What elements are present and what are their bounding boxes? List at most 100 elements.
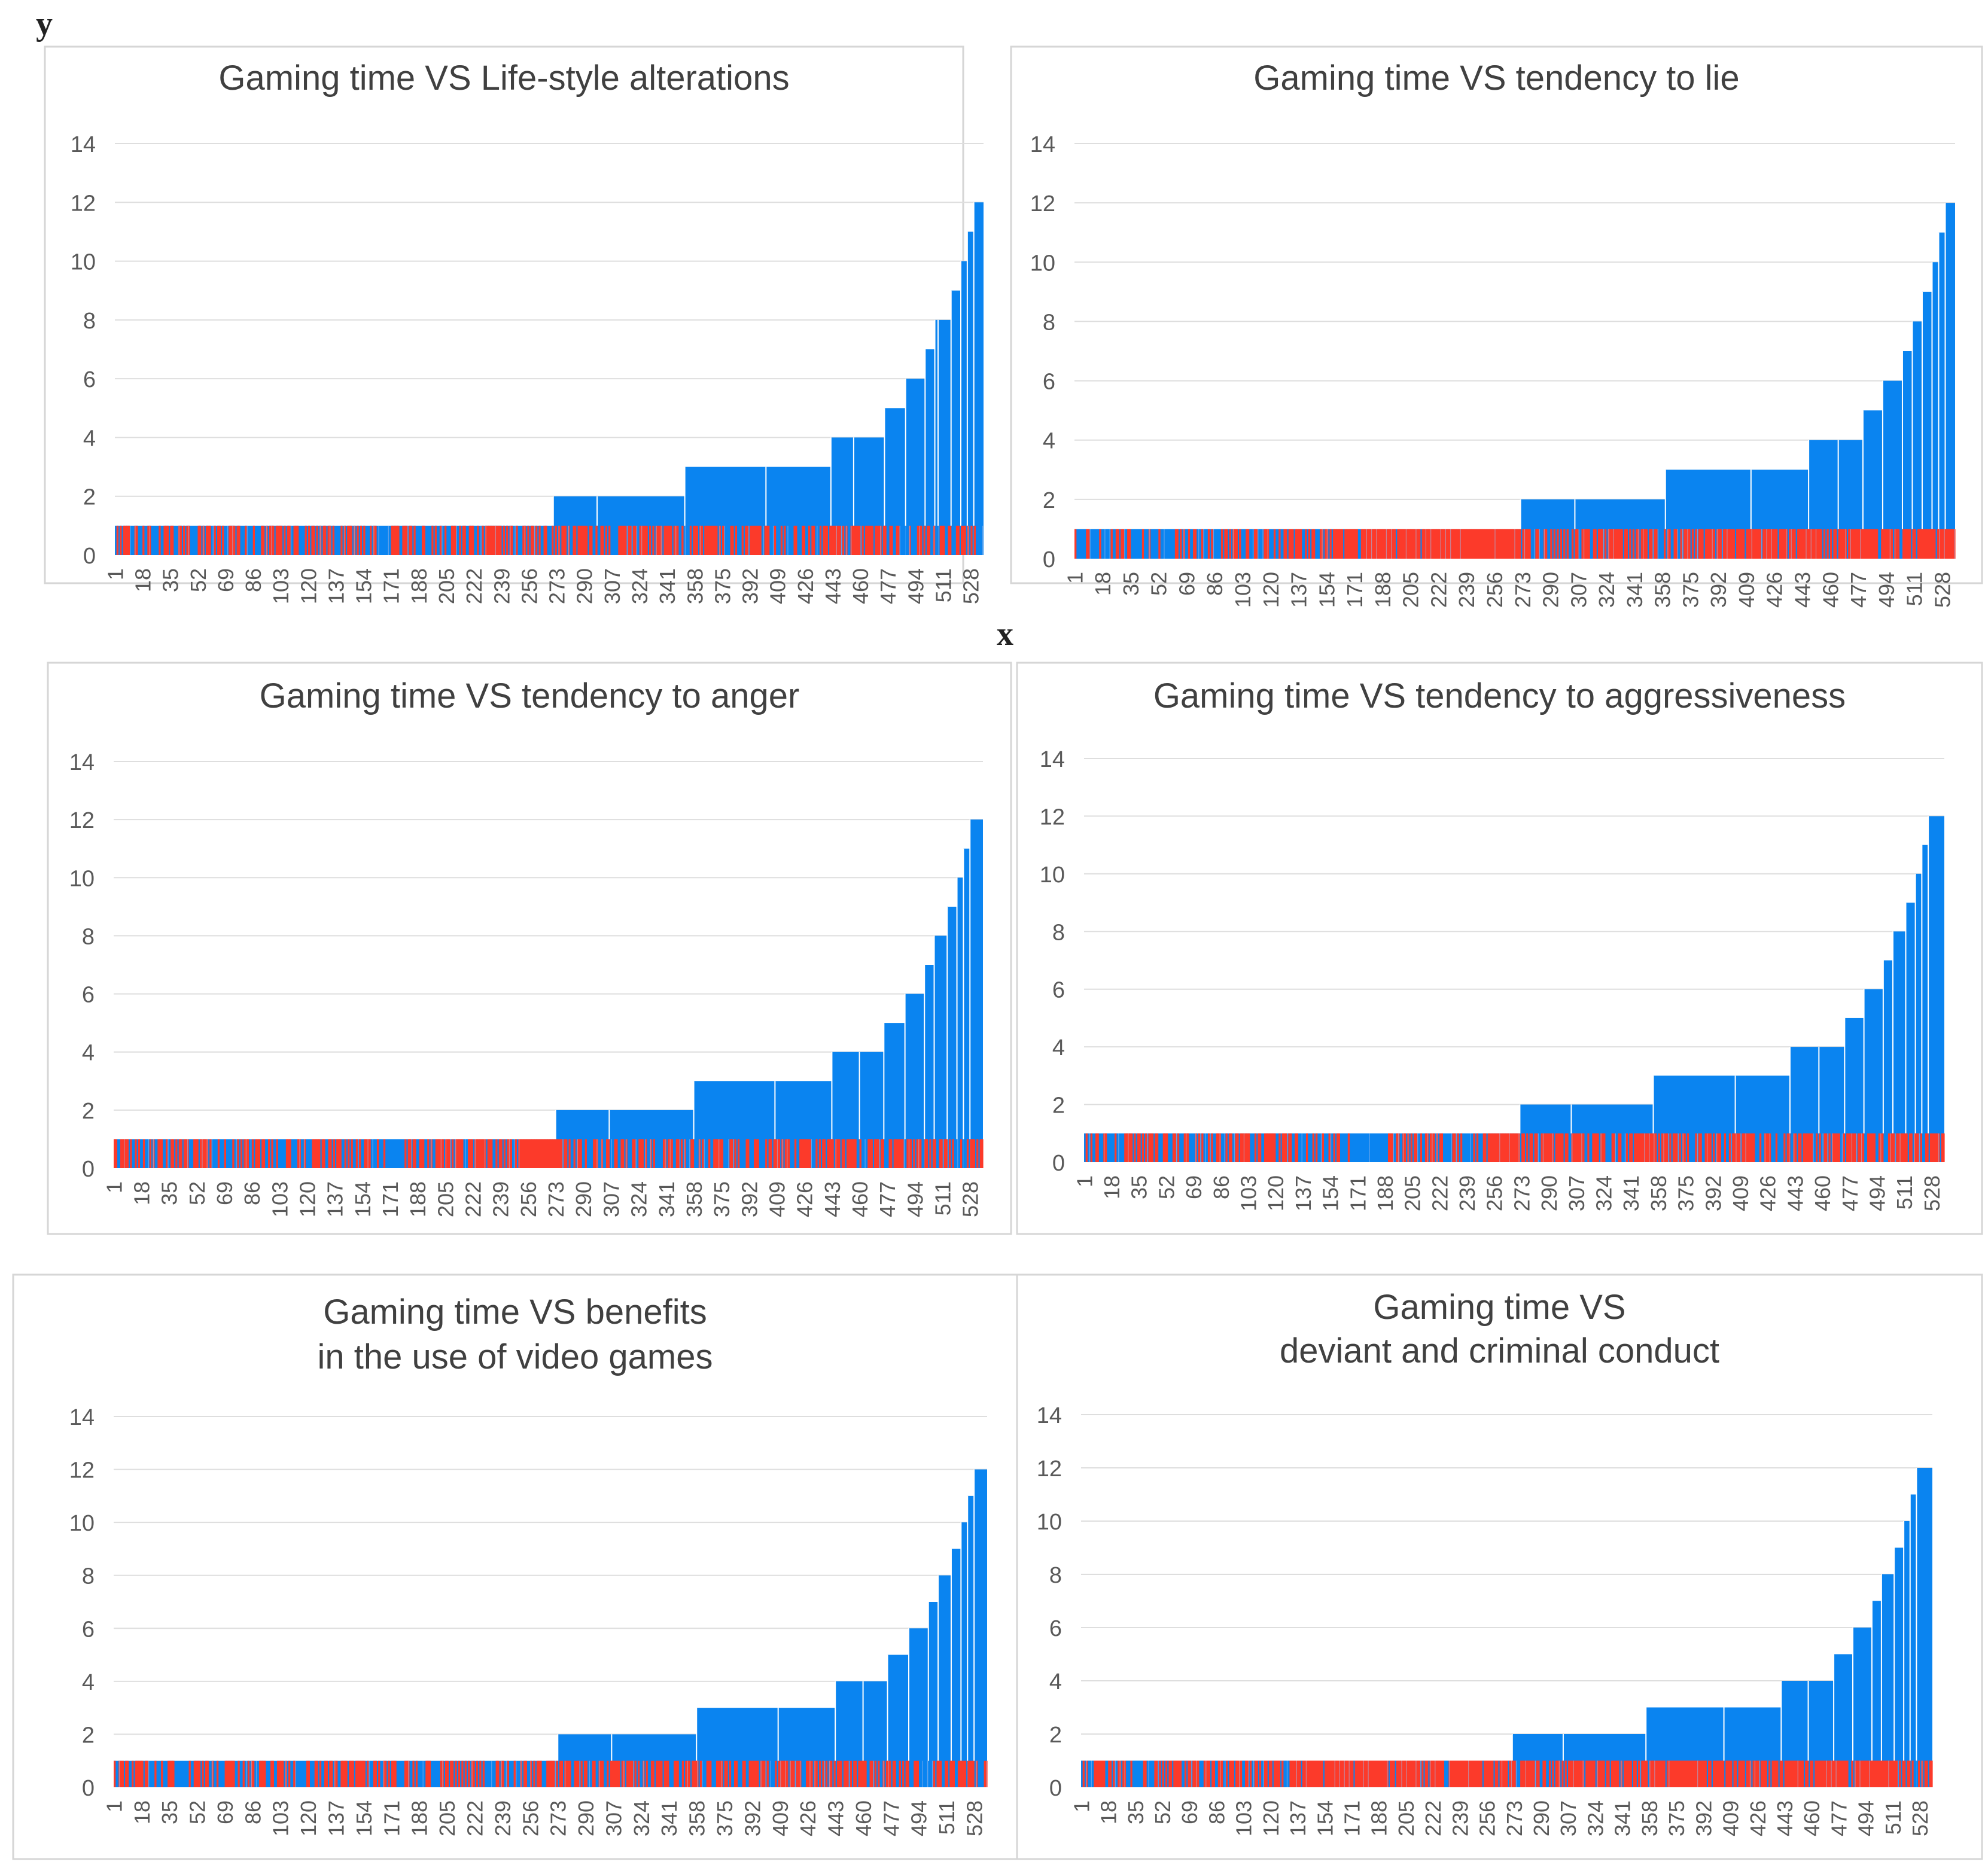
variable-bar: [439, 525, 442, 555]
variable-bar: [1511, 1133, 1514, 1162]
x-tick-label: 409: [1728, 1175, 1753, 1211]
variable-bar: [1295, 529, 1298, 559]
variable-bar: [1145, 1133, 1147, 1162]
variable-bar: [1490, 1760, 1492, 1787]
variable-bar: [271, 1139, 273, 1168]
variable-bar: [1436, 529, 1439, 559]
variable-bar: [634, 1139, 636, 1168]
variable-bar: [340, 525, 343, 555]
variable-bar: [1617, 529, 1620, 559]
variable-bar: [838, 1760, 841, 1787]
variable-bar: [330, 1760, 333, 1787]
variable-bar: [1937, 529, 1940, 559]
variable-bar: [719, 1760, 721, 1787]
variable-bar: [1557, 1133, 1559, 1162]
variable-bar: [667, 1760, 669, 1787]
variable-bar: [681, 525, 684, 555]
variable-bar: [355, 1139, 358, 1168]
x-tick-label: 528: [1920, 1175, 1944, 1211]
variable-bar: [316, 525, 318, 555]
gaming-time-bar: [1902, 351, 1913, 559]
variable-bar: [1623, 1760, 1626, 1787]
variable-bar: [1950, 529, 1953, 559]
variable-bar: [1685, 529, 1688, 559]
variable-bar: [1642, 1760, 1645, 1787]
y-tick-label: 12: [1037, 1456, 1062, 1482]
variable-bar: [1100, 1760, 1103, 1787]
variable-bar: [1352, 529, 1355, 559]
variable-bar: [1180, 529, 1182, 559]
variable-bar: [1872, 1133, 1874, 1162]
variable-bar: [757, 525, 760, 555]
x-tick-label: 290: [1529, 1800, 1554, 1836]
variable-bar: [622, 1139, 625, 1168]
variable-bar: [1313, 1760, 1316, 1787]
variable-bar: [172, 1139, 175, 1168]
variable-bar: [1488, 1760, 1491, 1787]
variable-bar: [209, 525, 211, 555]
variable-bar: [1547, 1133, 1549, 1162]
variable-bar: [1188, 1760, 1190, 1787]
variable-bar: [1851, 1760, 1853, 1787]
variable-bar: [671, 1139, 673, 1168]
variable-bar: [205, 1760, 208, 1787]
variable-bar: [532, 1139, 535, 1168]
variable-bar: [435, 1139, 438, 1168]
variable-bar: [815, 1760, 818, 1787]
variable-bar: [419, 1139, 421, 1168]
variable-bar: [1155, 1133, 1157, 1162]
variable-bar: [1846, 1760, 1849, 1787]
variable-bar: [450, 1760, 452, 1787]
x-tick-label: 69: [213, 1800, 238, 1824]
variable-bar: [1550, 529, 1552, 559]
variable-bar: [383, 1139, 386, 1168]
variable-bar: [851, 1139, 854, 1168]
variable-bar: [1609, 529, 1612, 559]
variable-bar: [1292, 1760, 1295, 1787]
variable-bar: [243, 1139, 246, 1168]
variable-bar: [1369, 1760, 1371, 1787]
variable-bar: [680, 1139, 683, 1168]
variable-bar: [1104, 1133, 1107, 1162]
variable-bar: [169, 1760, 172, 1787]
chart-panel-1: Gaming time VS Life-style alterations024…: [71, 59, 984, 604]
variable-bar: [328, 1139, 330, 1168]
variable-bar: [1651, 1760, 1653, 1787]
variable-bar: [668, 525, 671, 555]
variable-bar: [757, 1760, 759, 1787]
x-tick-label: 171: [1342, 572, 1367, 608]
variable-bar: [1895, 529, 1898, 559]
variable-bar: [688, 1760, 690, 1787]
y-tick-label: 14: [69, 1405, 95, 1430]
variable-bar: [1463, 1760, 1465, 1787]
x-tick-label: 477: [879, 1800, 903, 1836]
variable-bar: [538, 1760, 540, 1787]
variable-bar: [1912, 529, 1914, 559]
chart-title: Gaming time VS tendency to lie: [1253, 59, 1739, 97]
variable-bar: [1184, 1760, 1187, 1787]
variable-bar: [1433, 529, 1436, 559]
variable-bar: [868, 525, 870, 555]
variable-bar: [1121, 529, 1123, 559]
y-tick-label: 2: [1049, 1723, 1062, 1748]
variable-bar: [1716, 1760, 1718, 1787]
variable-bar: [1685, 1760, 1688, 1787]
variable-bar: [1679, 1133, 1681, 1162]
variable-bar: [1894, 1760, 1896, 1787]
x-tick-label: 222: [462, 568, 486, 604]
x-tick-label: 324: [1592, 1175, 1616, 1211]
variable-bar: [236, 525, 239, 555]
variable-bar: [1617, 1760, 1619, 1787]
variable-bar: [256, 1139, 259, 1168]
variable-bar: [1700, 1133, 1702, 1162]
variable-bar: [854, 1760, 857, 1787]
variable-bar: [1718, 529, 1721, 559]
x-tick-label: 375: [710, 1181, 734, 1217]
variable-bar: [280, 525, 283, 555]
variable-bar: [1328, 1133, 1331, 1162]
variable-bar: [1759, 1133, 1762, 1162]
variable-bar: [360, 1760, 363, 1787]
variable-bar: [1736, 529, 1739, 559]
x-tick-label: 409: [1719, 1800, 1743, 1836]
variable-bar: [1258, 1133, 1260, 1162]
